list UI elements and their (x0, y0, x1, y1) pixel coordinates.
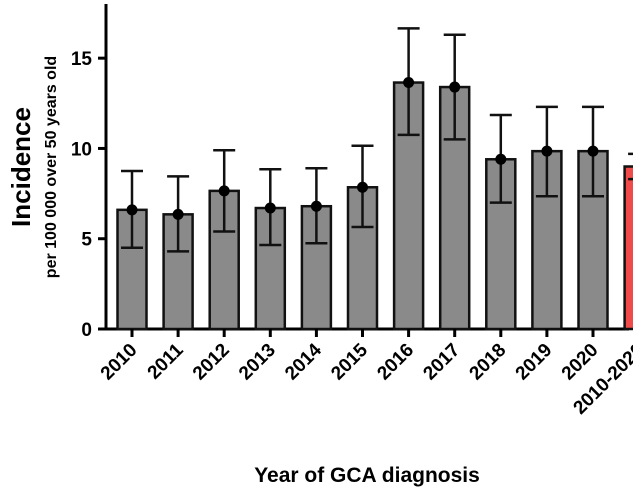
x-tick-label-2017: 2017 (419, 340, 464, 385)
point-2015 (357, 181, 368, 193)
point-2017 (449, 81, 461, 93)
point-2011 (172, 208, 184, 220)
point-2018 (495, 153, 507, 165)
x-tick-label-2014: 2014 (281, 339, 326, 384)
x-tick-label-2013: 2013 (235, 340, 280, 385)
point-2010 (126, 204, 138, 216)
x-axis-label: Year of GCA diagnosis (254, 464, 480, 487)
y-axis-sublabel: per 100 000 over 50 years old (43, 56, 60, 278)
y-ticks: 0 5 10 15 (71, 49, 106, 341)
x-tick-label-2019: 2019 (512, 340, 557, 385)
x-tick-label-2012: 2012 (189, 340, 234, 385)
mean-points (126, 77, 599, 220)
point-2020 (587, 145, 599, 157)
x-tick-label-2011: 2011 (144, 339, 188, 383)
x-category-labels: 2010 2011 2012 2013 2014 2015 2016 2017 2018 2019… (97, 329, 633, 419)
y-axis-label: Incidence (6, 107, 36, 227)
bars (116, 81, 633, 331)
y-tick-label: 0 (81, 320, 92, 341)
point-2013 (264, 202, 276, 214)
y-tick-label: 15 (71, 49, 93, 70)
x-tick-label-2010: 2010 (97, 340, 142, 385)
point-2016 (403, 77, 415, 89)
x-tick-label-2016: 2016 (373, 340, 418, 385)
bar-2010-2020 (623, 165, 633, 331)
y-tick-label: 5 (81, 230, 92, 251)
y-tick-label: 10 (71, 139, 92, 160)
x-tick-label-2018: 2018 (466, 340, 511, 385)
point-2012 (218, 185, 230, 197)
point-2019 (541, 145, 553, 157)
point-2014 (310, 200, 322, 212)
x-tick-label-2015: 2015 (327, 339, 372, 384)
